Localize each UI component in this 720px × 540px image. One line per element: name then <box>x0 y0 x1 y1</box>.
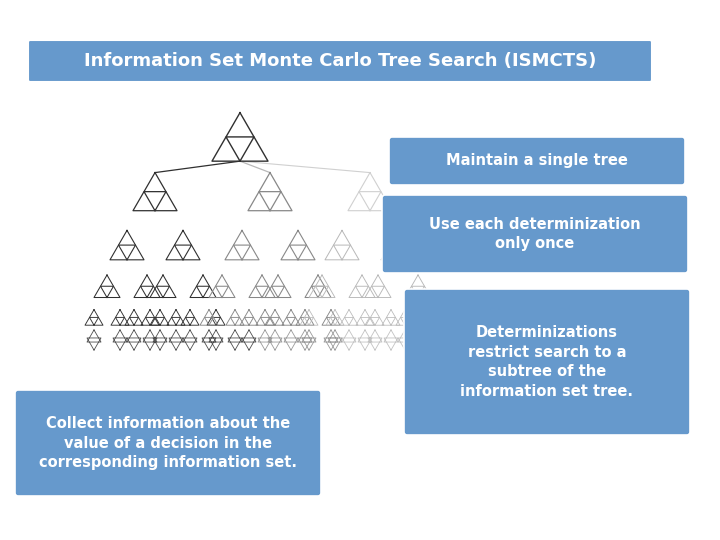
Text: Information Set Monte Carlo Tree Search (ISMCTS): Information Set Monte Carlo Tree Search … <box>84 52 596 70</box>
FancyBboxPatch shape <box>15 390 321 496</box>
Text: Determinizations
restrict search to a
subtree of the
information set tree.: Determinizations restrict search to a su… <box>461 325 634 399</box>
FancyBboxPatch shape <box>28 40 652 82</box>
Text: Use each determinization
only once: Use each determinization only once <box>429 217 641 252</box>
Text: Collect information about the
value of a decision in the
corresponding informati: Collect information about the value of a… <box>39 416 297 470</box>
FancyBboxPatch shape <box>382 195 688 273</box>
FancyBboxPatch shape <box>389 137 685 185</box>
Text: Maintain a single tree: Maintain a single tree <box>446 153 628 168</box>
FancyBboxPatch shape <box>404 289 690 435</box>
